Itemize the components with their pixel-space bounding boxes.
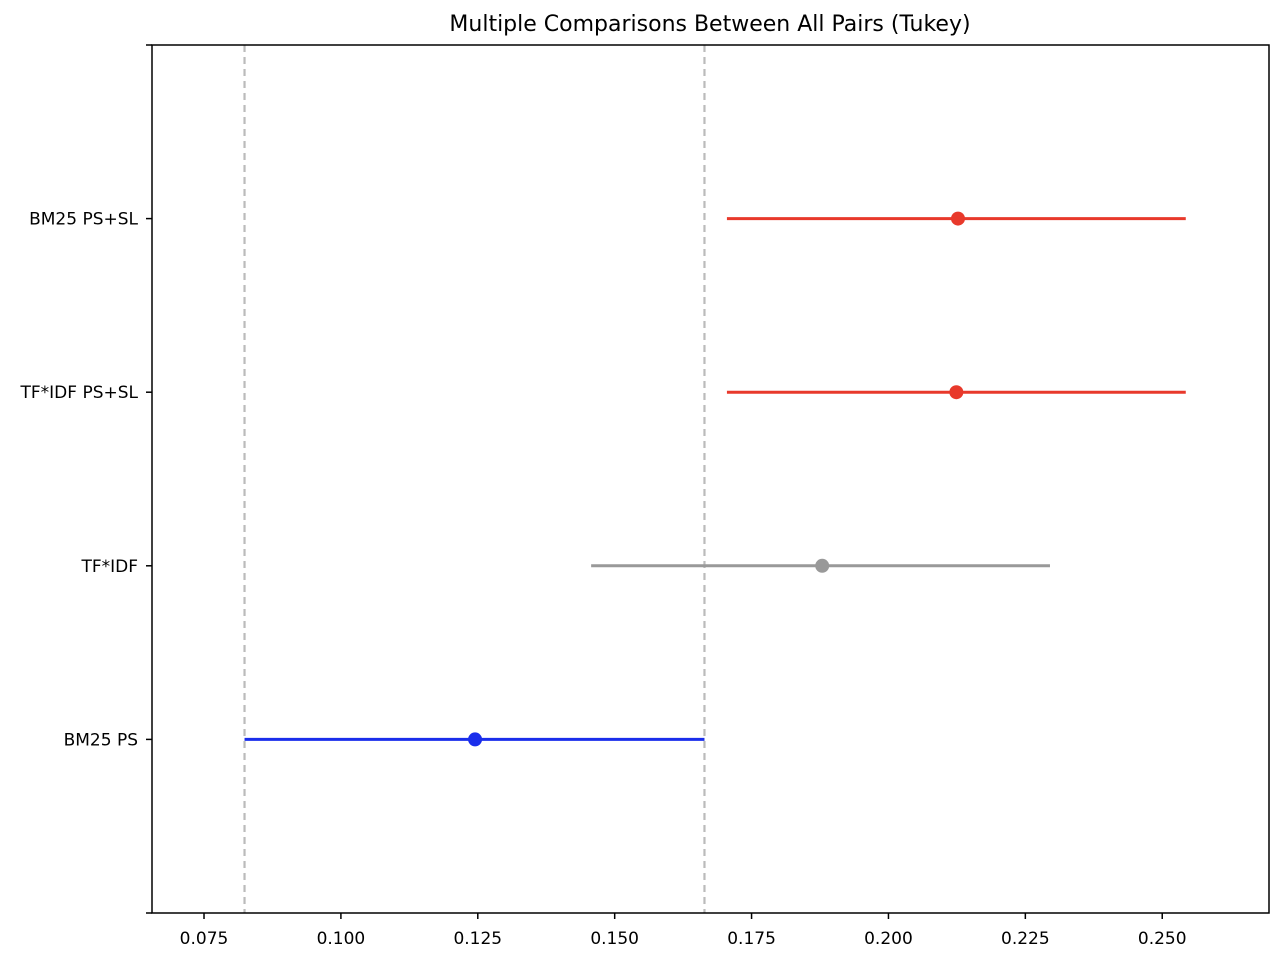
x-tick-label: 0.250 (1138, 929, 1187, 949)
plot-frame (151, 44, 1270, 914)
x-tick-label: 0.100 (317, 929, 366, 949)
mean-point (949, 385, 964, 400)
mean-point (950, 211, 965, 226)
y-tick-label: TF*IDF PS+SL (20, 383, 139, 403)
x-tick-label: 0.225 (1001, 929, 1050, 949)
y-tick-label: BM25 PS+SL (29, 210, 138, 230)
x-tick-label: 0.075 (180, 929, 229, 949)
x-tick-label: 0.150 (590, 929, 639, 949)
plot-area: 0.075 0.100 0.125 0.150 0.175 0.200 0.225 0.250… (20, 44, 1187, 949)
x-tick-label: 0.200 (864, 929, 913, 949)
mean-point (815, 558, 830, 573)
y-tick-label: TF*IDF (80, 557, 138, 577)
y-tick-label: BM25 PS (64, 730, 138, 750)
x-tick-label: 0.125 (453, 929, 502, 949)
mean-point (468, 732, 483, 747)
chart-title: Multiple Comparisons Between All Pairs (… (449, 12, 970, 37)
x-tick-label: 0.175 (727, 929, 776, 949)
